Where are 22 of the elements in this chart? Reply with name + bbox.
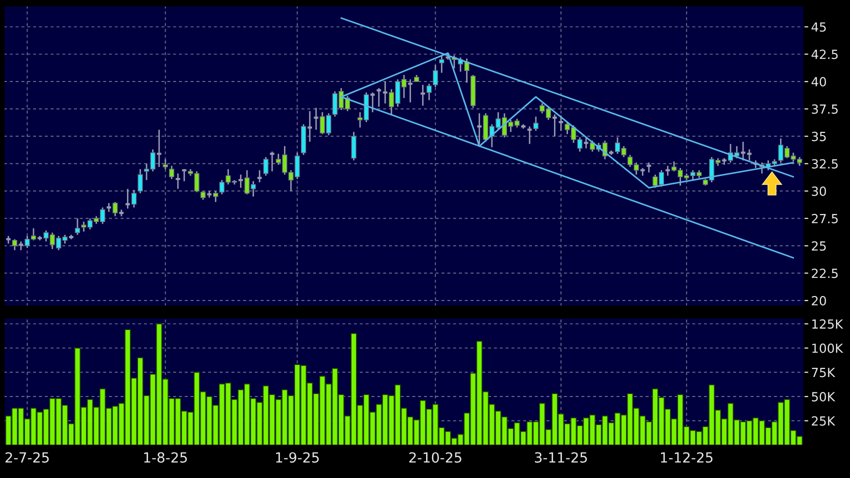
- y-tick-label: 75K: [812, 368, 836, 378]
- y-tick-label: 40: [812, 77, 826, 86]
- x-tick-label: 2-7-25: [6, 452, 49, 463]
- y-tick-label: 125K: [812, 319, 844, 329]
- y-tick-label: 42.5: [812, 50, 838, 60]
- y-tick-label: 25K: [812, 416, 836, 426]
- y-tick-label: 32.5: [812, 159, 838, 169]
- x-tick-label: 2-10-25: [409, 452, 462, 463]
- x-tick-label: 3-11-25: [534, 452, 587, 463]
- y-tick-label: 30: [812, 186, 826, 196]
- y-tick-label: 100K: [812, 344, 844, 353]
- x-tick-label: 1-8-25: [144, 452, 187, 463]
- y-tick-label: 22.5: [812, 268, 838, 278]
- y-tick-label: 20: [812, 296, 826, 306]
- x-tick-label: 1-9-25: [276, 452, 319, 463]
- x-tick-label: 1-12-25: [660, 452, 712, 463]
- y-tick-label: 25: [812, 241, 826, 251]
- y-tick-label: 27.5: [812, 214, 838, 224]
- y-tick-label: 35: [812, 132, 826, 142]
- y-tick-label: 37.5: [812, 104, 838, 114]
- y-tick-label: 50K: [812, 392, 836, 402]
- y-tick-label: 45: [812, 22, 826, 32]
